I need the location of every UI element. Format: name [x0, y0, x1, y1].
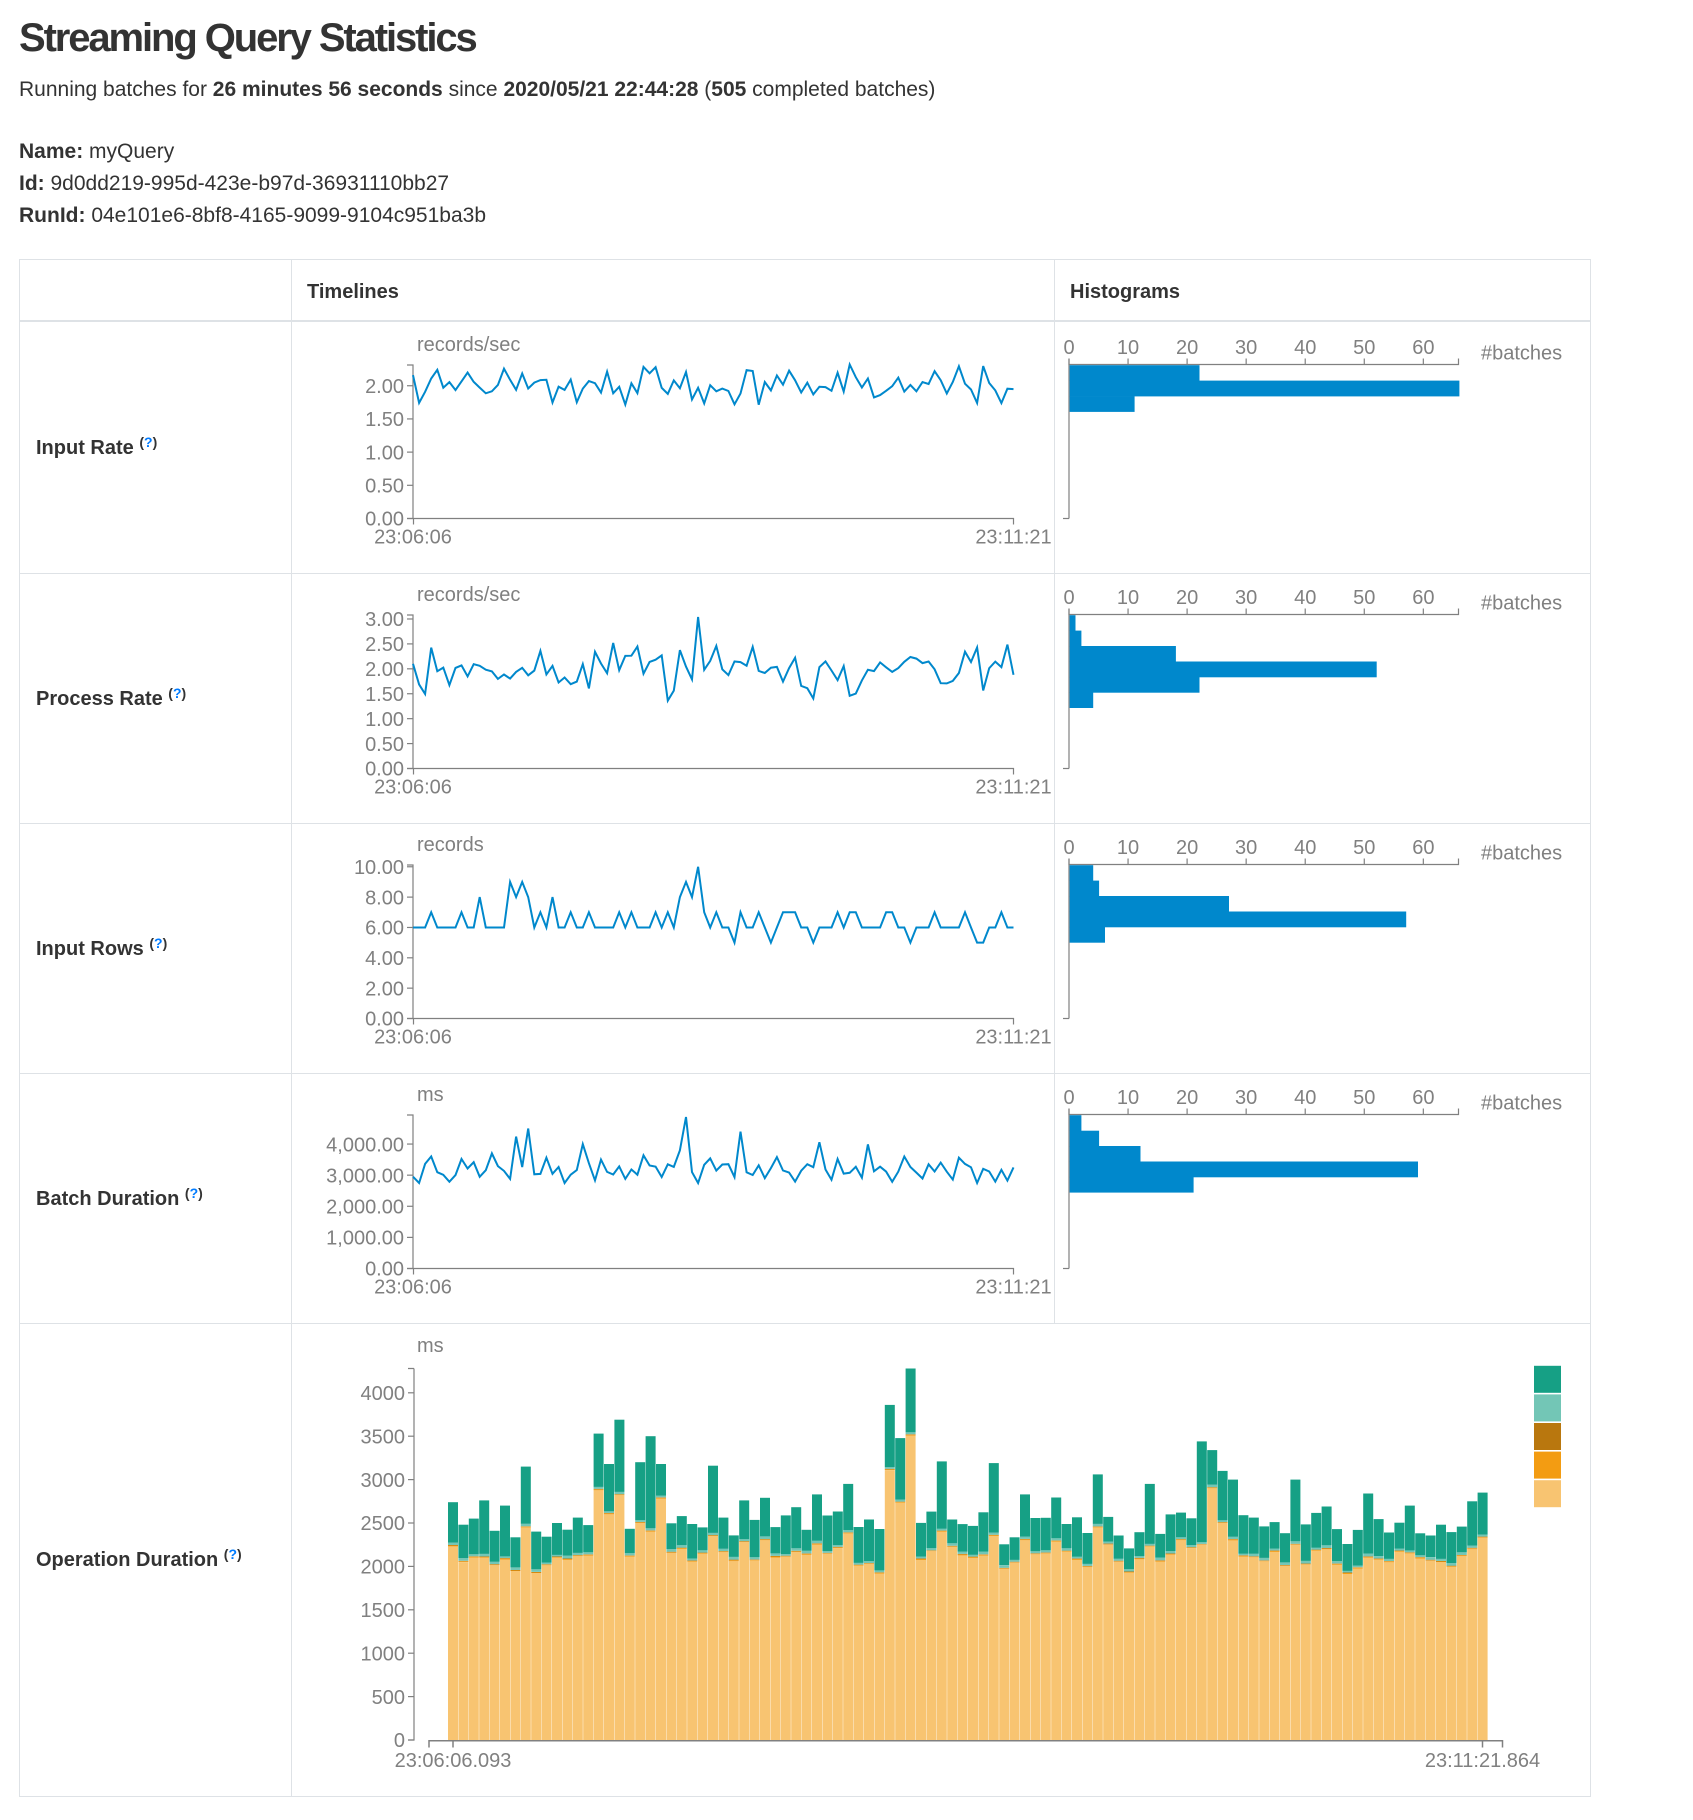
svg-text:ms: ms — [417, 1335, 444, 1357]
svg-text:0.00: 0.00 — [365, 509, 404, 531]
svg-text:40: 40 — [1294, 1087, 1316, 1109]
svg-text:#batches: #batches — [1481, 343, 1562, 365]
svg-text:#batches: #batches — [1481, 843, 1562, 865]
svg-text:2.50: 2.50 — [365, 634, 404, 656]
svg-text:3500: 3500 — [361, 1426, 406, 1448]
svg-text:1500: 1500 — [361, 1600, 406, 1622]
svg-text:2.00: 2.00 — [365, 659, 404, 681]
svg-text:2500: 2500 — [361, 1513, 406, 1535]
svg-text:records: records — [417, 834, 484, 856]
svg-text:20: 20 — [1176, 1087, 1198, 1109]
svg-text:10: 10 — [1117, 337, 1139, 359]
svg-text:0.50: 0.50 — [365, 734, 404, 756]
svg-text:23:11:21: 23:11:21 — [975, 1277, 1051, 1299]
svg-text:ms: ms — [417, 1084, 444, 1106]
svg-text:10: 10 — [1117, 837, 1139, 859]
svg-text:records/sec: records/sec — [417, 334, 520, 356]
svg-text:0.00: 0.00 — [365, 1259, 404, 1281]
svg-text:0: 0 — [1063, 337, 1074, 359]
svg-text:2,000.00: 2,000.00 — [326, 1196, 404, 1218]
svg-text:3,000.00: 3,000.00 — [326, 1165, 404, 1187]
svg-text:50: 50 — [1353, 837, 1375, 859]
svg-text:23:06:06.093: 23:06:06.093 — [395, 1750, 512, 1772]
svg-text:0: 0 — [1063, 1087, 1074, 1109]
svg-text:30: 30 — [1235, 337, 1257, 359]
svg-text:0.50: 0.50 — [365, 476, 404, 498]
svg-text:20: 20 — [1176, 837, 1198, 859]
svg-text:4,000.00: 4,000.00 — [326, 1134, 404, 1156]
svg-text:500: 500 — [372, 1687, 405, 1709]
svg-text:50: 50 — [1353, 337, 1375, 359]
svg-text:50: 50 — [1353, 587, 1375, 609]
svg-text:50: 50 — [1353, 1087, 1375, 1109]
svg-text:23:11:21: 23:11:21 — [975, 527, 1051, 549]
svg-text:#batches: #batches — [1481, 593, 1562, 615]
svg-text:23:06:06: 23:06:06 — [374, 1027, 452, 1049]
svg-text:1,000.00: 1,000.00 — [326, 1228, 404, 1250]
svg-text:0: 0 — [394, 1730, 405, 1752]
svg-text:40: 40 — [1294, 837, 1316, 859]
svg-text:2.00: 2.00 — [365, 978, 404, 1000]
svg-text:23:06:06: 23:06:06 — [374, 777, 452, 799]
svg-text:60: 60 — [1412, 1087, 1434, 1109]
svg-text:records/sec: records/sec — [417, 584, 520, 606]
svg-text:3.00: 3.00 — [365, 609, 404, 631]
svg-text:2000: 2000 — [361, 1557, 406, 1579]
svg-text:23:11:21.864: 23:11:21.864 — [1425, 1750, 1540, 1772]
svg-text:2.00: 2.00 — [365, 376, 404, 398]
svg-text:8.00: 8.00 — [365, 887, 404, 909]
svg-text:0.00: 0.00 — [365, 759, 404, 781]
svg-text:#batches: #batches — [1481, 1093, 1562, 1115]
svg-text:23:06:06: 23:06:06 — [374, 1277, 452, 1299]
svg-text:60: 60 — [1412, 837, 1434, 859]
svg-text:1000: 1000 — [361, 1643, 406, 1665]
svg-text:30: 30 — [1235, 1087, 1257, 1109]
svg-text:4.00: 4.00 — [365, 948, 404, 970]
svg-text:20: 20 — [1176, 337, 1198, 359]
svg-text:4000: 4000 — [361, 1383, 406, 1405]
svg-text:60: 60 — [1412, 337, 1434, 359]
svg-text:23:11:21: 23:11:21 — [975, 777, 1051, 799]
svg-text:60: 60 — [1412, 587, 1434, 609]
svg-text:1.50: 1.50 — [365, 409, 404, 431]
svg-text:1.00: 1.00 — [365, 442, 404, 464]
svg-text:10.00: 10.00 — [354, 857, 404, 879]
svg-text:1.50: 1.50 — [365, 684, 404, 706]
svg-text:0: 0 — [1063, 837, 1074, 859]
svg-text:20: 20 — [1176, 587, 1198, 609]
svg-text:3000: 3000 — [361, 1470, 406, 1492]
svg-text:30: 30 — [1235, 837, 1257, 859]
svg-text:6.00: 6.00 — [365, 918, 404, 940]
svg-text:23:06:06: 23:06:06 — [374, 527, 452, 549]
svg-text:23:11:21: 23:11:21 — [975, 1027, 1051, 1049]
svg-text:30: 30 — [1235, 587, 1257, 609]
svg-text:40: 40 — [1294, 337, 1316, 359]
svg-text:10: 10 — [1117, 587, 1139, 609]
svg-text:10: 10 — [1117, 1087, 1139, 1109]
svg-text:0.00: 0.00 — [365, 1009, 404, 1031]
svg-text:0: 0 — [1063, 587, 1074, 609]
svg-text:40: 40 — [1294, 587, 1316, 609]
svg-text:1.00: 1.00 — [365, 709, 404, 731]
